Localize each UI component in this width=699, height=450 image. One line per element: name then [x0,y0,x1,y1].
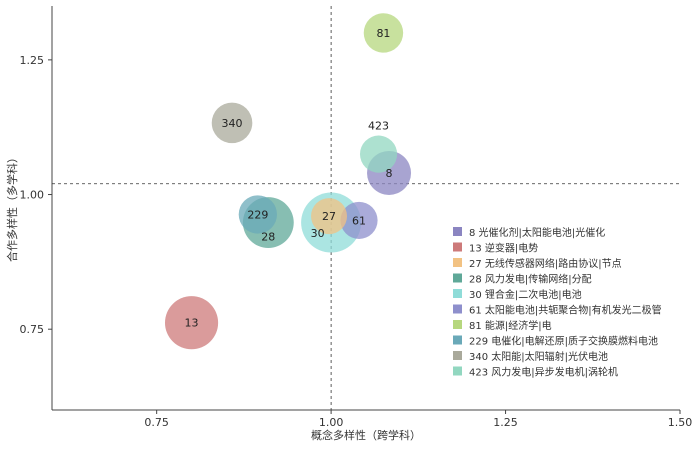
bubble-229 [238,195,277,234]
bubble-label-8: 8 [386,167,393,180]
legend: 8 光催化剂|太阳能电池|光催化 13 逆变器|电势 27 无线传感器网络|路由协议… [453,226,662,379]
legend-swatch-30 [453,289,462,298]
x-tick-label: 1.25 [493,416,518,429]
x-tick-label: 1.50 [668,416,693,429]
bubble-label-28: 28 [261,231,275,244]
legend-swatch-340 [453,351,462,360]
bubble-label-423: 423 [368,120,389,133]
ticks: 0.75 1.00 1.25 1.50 0.75 1.00 1.25 [20,54,693,429]
bubble-13 [164,296,219,350]
bubble-label-81: 81 [376,27,390,40]
legend-label-423: 423 风力发电|异步发电机|涡轮机 [469,366,618,379]
x-tick-label: 0.75 [144,416,169,429]
legend-label-229: 229 电催化|电解还原|质子交换膜燃料电池 [469,335,658,348]
x-tick-label: 1.00 [319,416,344,429]
bubble-423 [359,135,398,173]
legend-label-340: 340 太阳能|太阳辐射|光伏电池 [469,350,608,363]
y-axis-label: 合作多样性（多学科） [5,152,19,262]
legend-label-13: 13 逆变器|电势 [469,242,538,255]
bubble-81 [363,13,404,53]
bubble-340 [211,102,253,144]
y-tick-label: 1.00 [20,189,45,202]
legend-label-81: 81 能源|经济学|电 [469,319,552,332]
legend-swatch-28 [453,273,462,283]
legend-swatch-61 [453,304,462,314]
legend-swatch-229 [453,335,462,345]
legend-label-8: 8 光催化剂|太阳能电池|光催化 [469,226,605,239]
bubble-label-27: 27 [322,210,336,223]
y-tick-label: 1.25 [20,54,45,67]
legend-swatch-81 [453,320,462,329]
legend-swatch-423 [453,366,462,376]
bubble-label-30: 30 [311,227,325,240]
legend-label-30: 30 锂合金|二次电池|电池 [469,288,582,301]
bubble-label-61: 61 [352,214,366,227]
legend-swatch-13 [453,242,462,252]
y-tick-label: 0.75 [20,323,45,336]
bubble-label-229: 229 [247,208,268,221]
bubble-label-340: 340 [222,117,243,130]
bubbles [164,13,412,350]
bubble-27 [311,198,348,235]
bubble-labels: 8 13 27 28 30 61 81 229 340 423 [185,27,393,330]
legend-label-28: 28 风力发电|传输网络|分配 [469,273,592,286]
bubble-61 [340,201,378,239]
x-axis-label: 概念多样性（跨学科） [311,428,421,442]
bubble-label-13: 13 [185,317,199,330]
legend-swatch-27 [453,258,462,267]
legend-label-61: 61 太阳能电池|共轭聚合物|有机发光二极管 [469,304,662,317]
legend-swatch-8 [453,227,462,236]
legend-label-27: 27 无线传感器网络|路由协议|节点 [469,257,622,270]
reference-lines [52,6,680,410]
